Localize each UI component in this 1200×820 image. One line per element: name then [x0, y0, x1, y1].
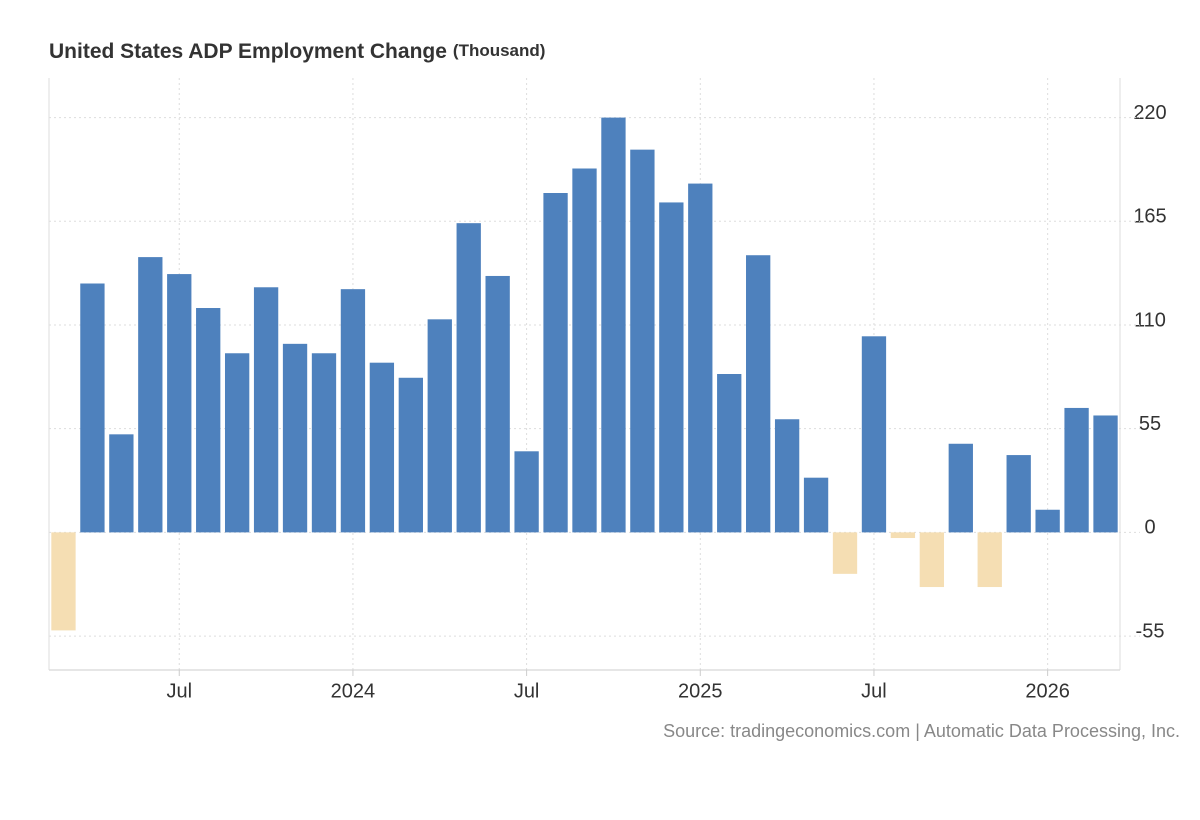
chart-title: United States ADP Employment Change (Thou…	[49, 40, 545, 63]
bar	[688, 183, 713, 533]
x-tick-label: 2024	[331, 680, 376, 702]
bar	[890, 532, 916, 539]
bar	[398, 377, 423, 533]
bar	[1006, 455, 1031, 533]
bar	[253, 287, 279, 533]
bar	[977, 532, 1002, 588]
y-tick-label: 0	[1144, 517, 1155, 539]
bar	[485, 275, 510, 533]
bar	[803, 477, 829, 533]
y-tick-label: 55	[1139, 413, 1161, 435]
y-tick-label: 165	[1133, 206, 1166, 228]
y-tick-label: 110	[1134, 309, 1166, 331]
bar	[1035, 509, 1060, 533]
bar	[774, 419, 800, 533]
bar	[109, 434, 134, 533]
bar	[832, 532, 858, 574]
bar	[919, 532, 945, 588]
bar	[514, 451, 539, 533]
x-tick-label: 2026	[1025, 680, 1070, 702]
x-tick-label: Jul	[166, 680, 192, 702]
x-tick-label: Jul	[514, 680, 540, 702]
bar	[659, 202, 684, 533]
y-tick-label: -55	[1136, 620, 1165, 642]
bar	[717, 374, 742, 533]
unit: (Thousand)	[453, 41, 546, 60]
bar	[1064, 407, 1089, 533]
bar	[456, 223, 481, 533]
bar	[369, 362, 395, 533]
bar	[167, 274, 192, 533]
bar	[861, 336, 887, 533]
bar	[138, 257, 163, 533]
bar	[427, 319, 452, 533]
x-tick-label: 2025	[678, 680, 723, 702]
bar	[630, 149, 655, 533]
source: Source: tradingeconomics.com | Automatic…	[663, 721, 1180, 741]
bar	[282, 343, 308, 533]
bar	[948, 443, 973, 533]
y-tick-label: 220	[1133, 102, 1166, 124]
bar	[196, 308, 221, 533]
bar	[543, 193, 568, 533]
bar	[224, 353, 250, 533]
x-tick-label: Jul	[861, 680, 887, 702]
bar	[572, 168, 597, 533]
bar	[51, 532, 76, 631]
bar	[311, 353, 337, 533]
title: United States ADP Employment Change	[49, 40, 447, 63]
bar	[340, 289, 366, 533]
bar	[1093, 415, 1118, 533]
bar	[80, 283, 105, 533]
bar	[746, 255, 771, 533]
bar	[601, 117, 626, 533]
